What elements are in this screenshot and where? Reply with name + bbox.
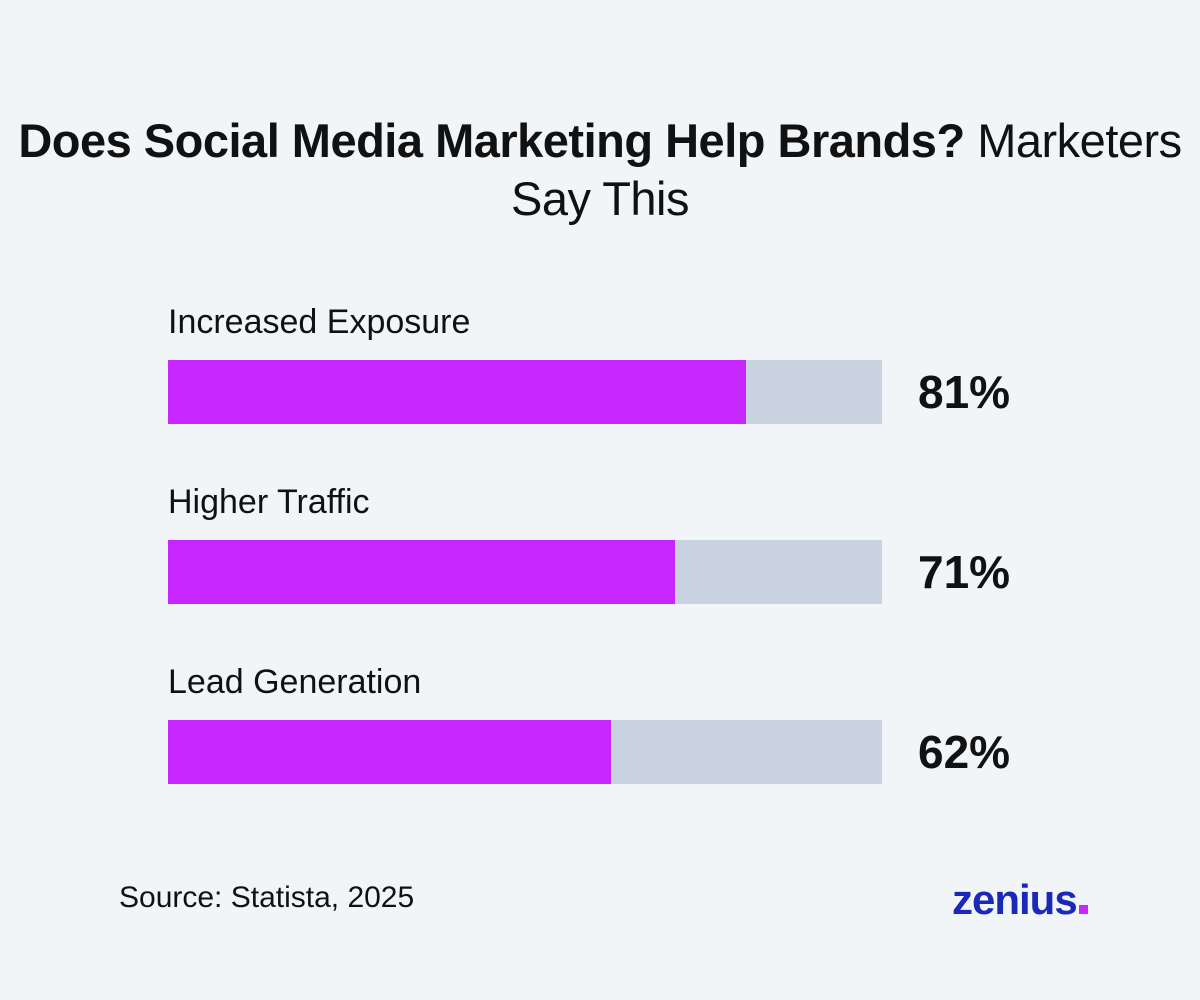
bar-fill	[168, 720, 611, 784]
source-note: Source: Statista, 2025	[119, 881, 415, 914]
logo-text: zenius	[952, 876, 1078, 923]
zenius-logo: zenius	[952, 876, 1088, 924]
bar-label: Lead Generation	[168, 663, 422, 701]
bar-value-label: 81%	[918, 366, 1011, 418]
bar-fill	[168, 540, 675, 604]
bar-track	[168, 360, 882, 424]
bar-fill	[168, 360, 747, 424]
chart-title-bold: Does Social Media Marketing Help Brands?	[18, 114, 965, 167]
logo-dot-icon	[1078, 905, 1088, 914]
bar-label: Increased Exposure	[168, 303, 471, 341]
bar-track	[168, 720, 882, 784]
bar-group: Increased Exposure 81%	[168, 298, 1068, 438]
bar-track	[168, 540, 882, 604]
chart-title-light: Marketers Say This	[511, 114, 1182, 225]
chart-title: Does Social Media Marketing Help Brands?…	[0, 112, 1200, 228]
bar-group: Higher Traffic 71%	[168, 478, 1068, 618]
bar-label: Higher Traffic	[168, 483, 370, 521]
bar-value-label: 62%	[918, 726, 1011, 778]
bar-value-label: 71%	[918, 546, 1011, 598]
bar-group: Lead Generation 62%	[168, 658, 1068, 798]
